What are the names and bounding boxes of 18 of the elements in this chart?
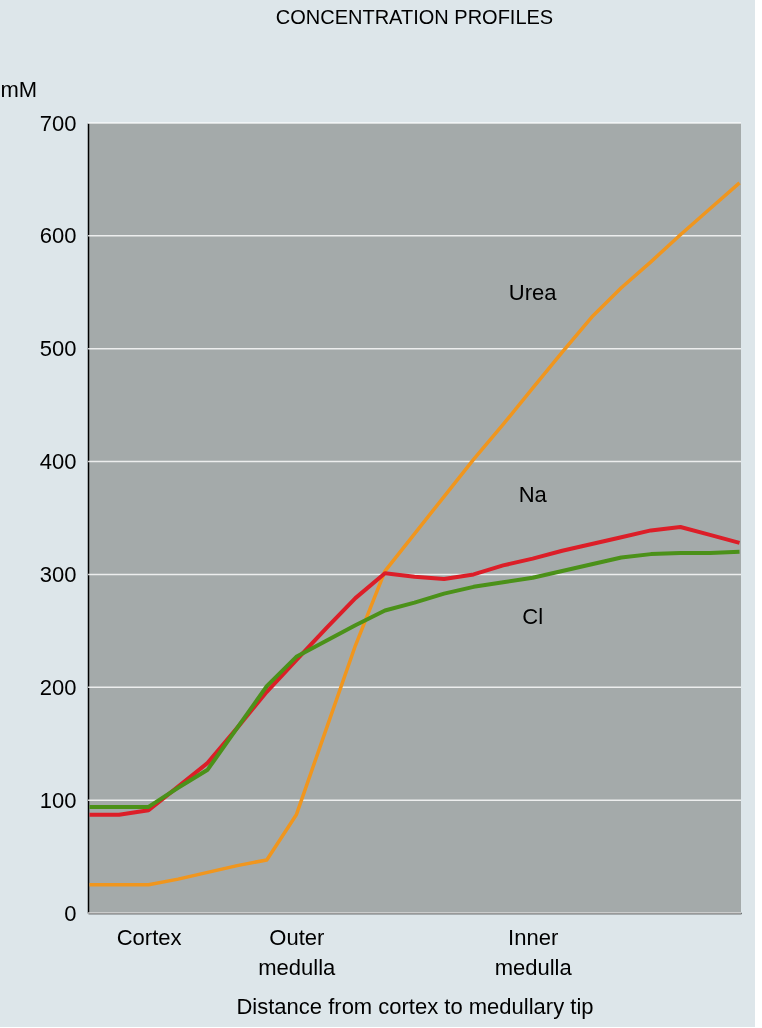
- chart-title: CONCENTRATION PROFILES: [275, 6, 554, 28]
- y-tick-label: 500: [39, 336, 77, 362]
- x-tick-label: Outer medulla: [258, 924, 337, 980]
- series-label: Cl: [522, 604, 544, 630]
- y-tick-label: 200: [39, 674, 77, 700]
- line-series: [87, 181, 742, 887]
- y-tick-label: 700: [39, 110, 77, 136]
- x-tick-label: Cortex: [116, 924, 182, 950]
- y-tick-label: 300: [39, 561, 77, 587]
- series-label: Urea: [508, 280, 558, 306]
- y-tick-label: 0: [64, 900, 77, 926]
- x-tick-label: Inner medulla: [494, 924, 573, 980]
- y-axis-title: mM: [0, 76, 38, 102]
- y-tick-label: 600: [39, 223, 77, 249]
- text: Na: [518, 482, 548, 508]
- y-tick-label: 100: [39, 787, 77, 813]
- y-tick-label: 400: [39, 449, 77, 475]
- x-axis-title: Distance from cortex to medullary tip: [236, 993, 594, 1019]
